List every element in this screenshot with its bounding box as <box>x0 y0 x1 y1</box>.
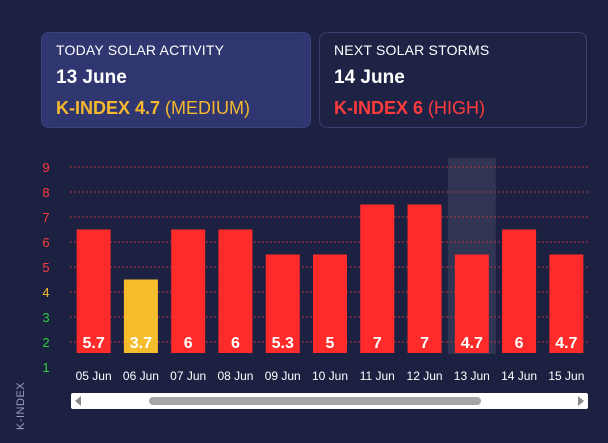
bar-value-label: 5.3 <box>272 335 294 352</box>
y-tick-label: 3 <box>42 310 49 325</box>
today-date: 13 June <box>56 67 127 88</box>
scroll-right-icon[interactable] <box>578 396 584 406</box>
y-tick-label: 4 <box>42 285 49 300</box>
bar-value-label: 7 <box>420 335 429 352</box>
bar <box>360 204 395 353</box>
bar-value-label: 6 <box>231 335 240 352</box>
y-tick-label: 5 <box>42 260 49 275</box>
x-tick-label: 13 Jun <box>454 369 490 383</box>
next-storms-card: NEXT SOLAR STORMS 14 June K-INDEX 6 (HIG… <box>319 32 587 128</box>
y-tick-label: 9 <box>42 160 49 175</box>
next-kindex-level: (HIGH) <box>428 98 486 118</box>
bar-value-label: 6 <box>184 335 193 352</box>
chart-scrollbar[interactable] <box>71 393 588 409</box>
bar-value-label: 4.7 <box>555 335 577 352</box>
y-tick-label: 6 <box>42 235 49 250</box>
x-tick-label: 09 Jun <box>265 369 301 383</box>
bar <box>265 254 300 353</box>
y-tick-label: 1 <box>42 360 49 375</box>
y-axis-label: K-INDEX <box>15 381 27 430</box>
today-kindex-value: K-INDEX 4.7 <box>56 98 161 118</box>
bar <box>218 229 253 353</box>
next-date: 14 June <box>334 67 405 88</box>
scroll-thumb[interactable] <box>149 397 481 405</box>
bar <box>171 229 206 353</box>
next-kindex: K-INDEX 6 (HIGH) <box>334 98 572 119</box>
x-tick-label: 07 Jun <box>170 369 206 383</box>
bar <box>454 254 489 353</box>
x-tick-label: 05 Jun <box>76 369 112 383</box>
next-kindex-value: K-INDEX 6 <box>334 98 424 118</box>
bar <box>502 229 537 353</box>
x-tick-label: 12 Jun <box>407 369 443 383</box>
today-kindex-level: (MEDIUM) <box>165 98 251 118</box>
x-tick-label: 14 Jun <box>501 369 537 383</box>
scroll-left-icon[interactable] <box>75 396 81 406</box>
x-tick-label: 15 Jun <box>548 369 584 383</box>
y-tick-label: 8 <box>42 185 49 200</box>
y-tick-label: 7 <box>42 210 49 225</box>
bar-value-label: 6 <box>515 335 524 352</box>
x-tick-label: 11 Jun <box>360 369 395 383</box>
bar <box>549 254 584 353</box>
today-activity-card: TODAY SOLAR ACTIVITY 13 June K-INDEX 4.7… <box>41 32 311 128</box>
bar <box>407 204 442 353</box>
x-tick-label: 08 Jun <box>217 369 253 383</box>
today-title: TODAY SOLAR ACTIVITY <box>56 42 225 58</box>
bar-value-label: 4.7 <box>461 335 483 352</box>
bar-value-label: 5 <box>326 335 335 352</box>
y-tick-label: 2 <box>42 335 49 350</box>
bar <box>76 229 111 353</box>
x-tick-label: 06 Jun <box>123 369 159 383</box>
x-tick-label: 10 Jun <box>312 369 348 383</box>
next-title: NEXT SOLAR STORMS <box>334 42 490 58</box>
bar-value-label: 7 <box>373 335 382 352</box>
bar <box>123 279 158 353</box>
bar <box>313 254 347 353</box>
today-kindex: K-INDEX 4.7 (MEDIUM) <box>56 98 296 119</box>
bar-value-label: 3.7 <box>130 335 152 352</box>
bar-value-label: 5.7 <box>83 335 105 352</box>
